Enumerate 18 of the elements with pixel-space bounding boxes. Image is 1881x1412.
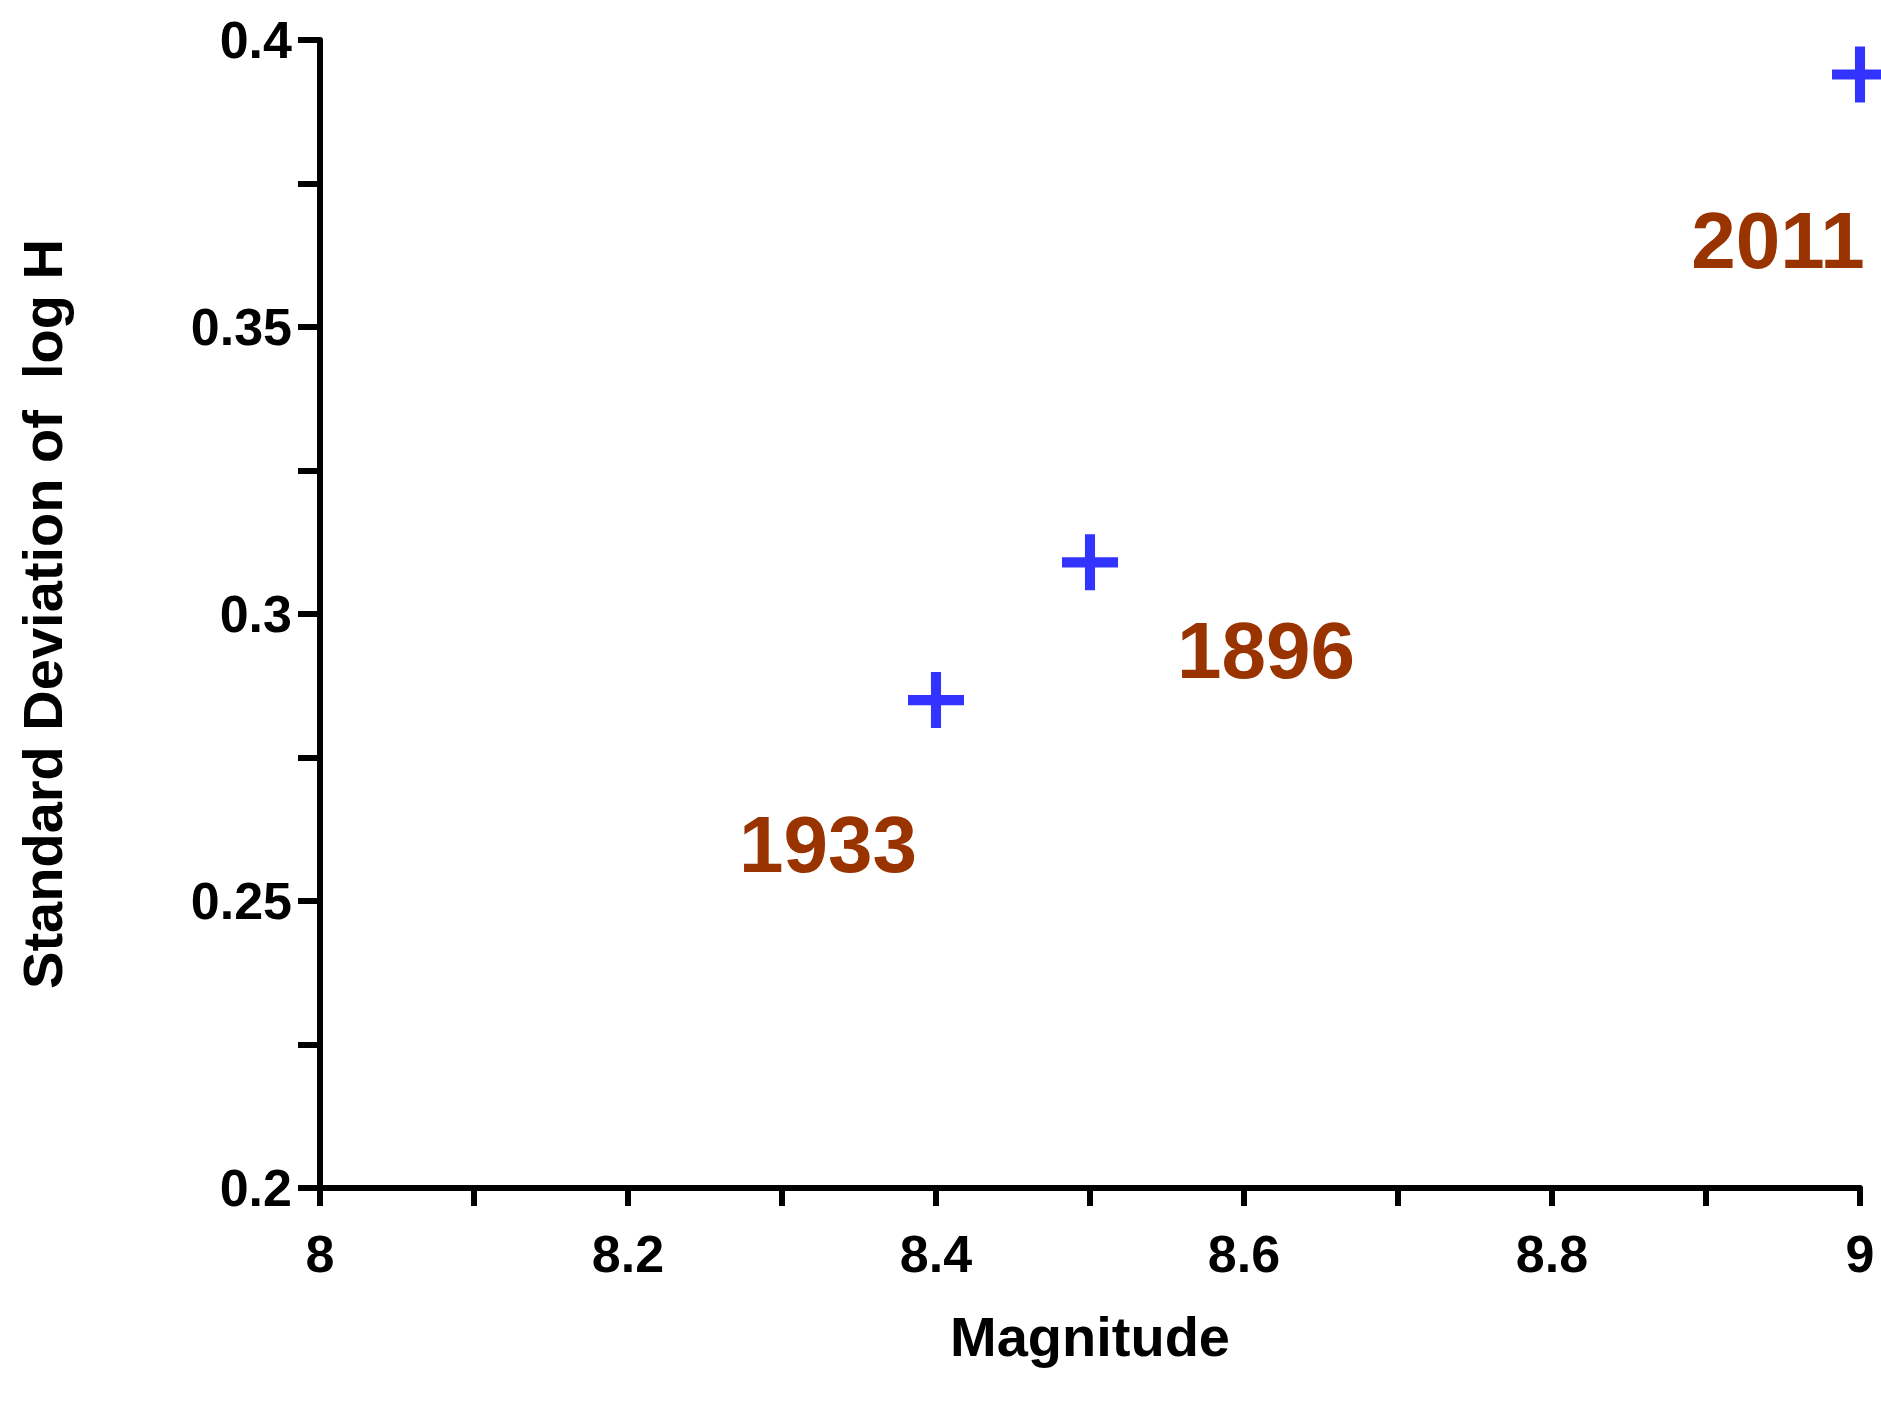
point — [908, 672, 964, 729]
annotation: 2011 — [1691, 195, 1865, 285]
x-tick-label: 8.4 — [899, 1225, 973, 1283]
point — [1062, 534, 1118, 591]
x-tick-label: 9 — [1845, 1225, 1875, 1283]
x-axis-title: Magnitude — [950, 1304, 1230, 1368]
y-tick-label: 0.35 — [190, 298, 292, 356]
x-tick-label: 8 — [305, 1225, 335, 1283]
x-tick-label: 8.8 — [1515, 1225, 1589, 1283]
y-tick-label: 0.4 — [219, 11, 293, 69]
y-axis-title: Standard Deviation of log H — [10, 239, 74, 989]
x-tick-label: 8.2 — [591, 1225, 665, 1283]
y-tick-label: 0.3 — [219, 585, 292, 643]
x-tick-label: 8.6 — [1207, 1225, 1281, 1283]
annotation: 1896 — [1177, 605, 1355, 695]
y-tick-label: 0.25 — [190, 872, 292, 930]
annotation: 1933 — [739, 799, 917, 889]
y-tick-label: 0.2 — [219, 1159, 292, 1217]
